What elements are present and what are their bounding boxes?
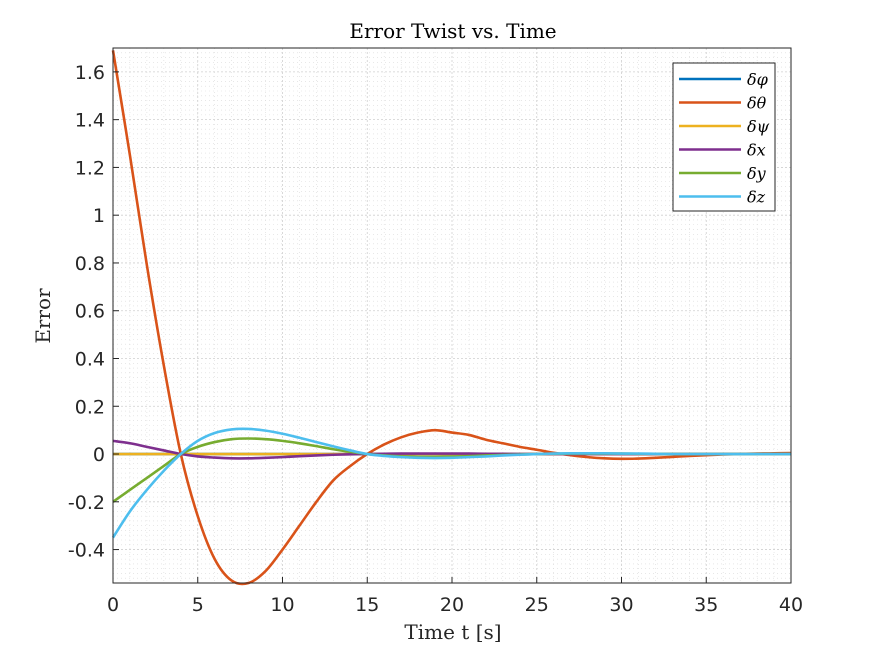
series-line-6 <box>111 427 791 539</box>
legend-label-2: δθ <box>747 94 767 113</box>
legend-label-3: δψ <box>747 117 770 136</box>
y-tick-label: -0.2 <box>68 492 105 514</box>
y-tick-label: 0 <box>93 444 105 466</box>
y-tick-label: 0.8 <box>75 253 105 275</box>
x-tick-label: 35 <box>694 594 718 616</box>
y-axis-label: Error <box>31 288 55 344</box>
y-tick-label: 0.4 <box>75 348 105 370</box>
series-line-2 <box>111 50 792 586</box>
legend: δφ δθ δψ δx δy δz <box>672 62 776 212</box>
x-tick-label: 0 <box>107 594 119 616</box>
ticks-group: 0 5 10 15 20 25 30 35 40 -0.4 -0.2 0 0.2 0.4 0.6 0.8 1 1.… <box>68 62 803 616</box>
x-tick-label: 10 <box>270 594 294 616</box>
legend-label-4: δx <box>747 141 766 160</box>
y-tick-label: 1 <box>93 205 105 227</box>
x-axis-label: Time t [s] <box>404 620 501 644</box>
y-tick-label: 0.6 <box>75 301 105 323</box>
y-tick-label: -0.4 <box>68 540 105 562</box>
x-tick-label: 30 <box>609 594 633 616</box>
y-tick-label: 1.2 <box>75 157 105 179</box>
x-tick-label: 25 <box>525 594 549 616</box>
legend-label-6: δz <box>747 188 766 207</box>
chart-title: Error Twist vs. Time <box>349 19 556 43</box>
y-tick-label: 0.2 <box>75 396 105 418</box>
legend-label-5: δy <box>747 164 767 183</box>
x-tick-label: 20 <box>440 594 464 616</box>
y-tick-label: 1.6 <box>75 62 105 84</box>
y-tick-label: 1.4 <box>75 110 105 132</box>
x-tick-label: 40 <box>779 594 803 616</box>
series-group <box>111 50 792 586</box>
legend-box <box>672 62 776 212</box>
legend-label-1: δφ <box>747 70 769 89</box>
x-tick-label: 5 <box>192 594 204 616</box>
x-tick-label: 15 <box>355 594 379 616</box>
